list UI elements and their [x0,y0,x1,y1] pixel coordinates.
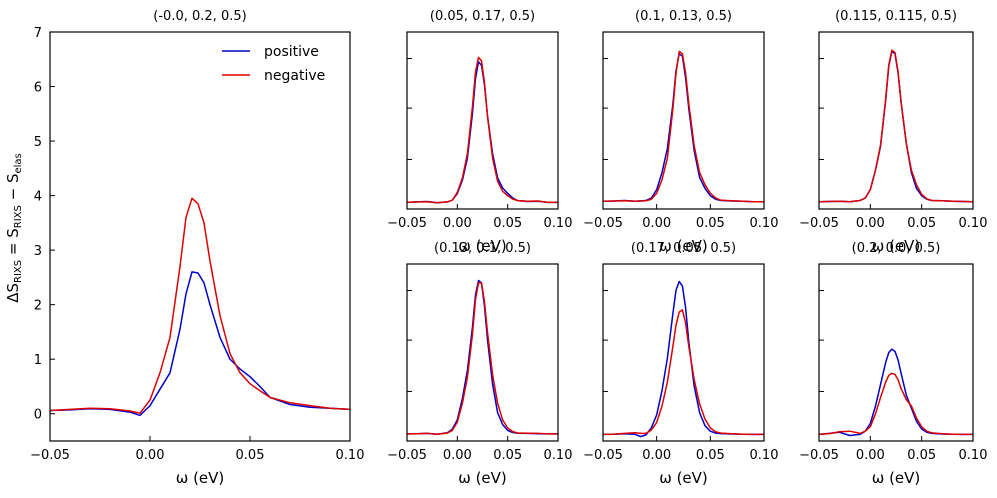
series-line-positive [603,53,764,203]
x-tick-label: −0.05 [30,448,70,463]
x-tick-label: 0.10 [750,448,779,463]
axes-frame [602,263,765,442]
axes-frame [49,31,351,442]
panel-4: (0.115, 0.115, 0.5) −0.05 0.00 0.05 0.10 ω (e… [799,9,987,255]
series-line-positive [603,280,764,438]
panel-7: (0.2, 0.0, 0.5) −0.05 0.00 0.05 0.10 ω (eV) [799,241,987,487]
y-label-sub: RIXS [13,260,24,283]
x-axis-label: ω (eV) [176,469,225,487]
panel-title: (0.13, 0.1, 0.5) [434,241,531,256]
x-tick-label: −0.05 [583,216,623,231]
x-tick-label: 0.10 [750,216,779,231]
panel-6: (0.17, 0.05, 0.5) −0.05 0.00 0.05 0.10 ω (eV) [583,241,778,487]
panel-title: (-0.0, 0.2, 0.5) [153,9,246,24]
x-tick-label: 0.10 [959,216,988,231]
x-tick-label: 0.05 [696,448,725,463]
legend-label-negative: negative [264,68,325,84]
x-tick-label: 0.00 [136,448,165,463]
x-tick-label: 0.00 [856,216,885,231]
x-tick-label: 0.10 [544,216,573,231]
x-tick-label: −0.05 [583,448,623,463]
x-axis-label: ω (eV) [458,469,507,487]
panel-title: (0.1, 0.13, 0.5) [635,9,732,24]
x-axis-label: ω (eV) [458,237,507,255]
series-line-negative [819,372,973,436]
x-tick-label: 0.10 [959,448,988,463]
x-tick-label: 0.00 [443,448,472,463]
series-line-positive [407,61,558,204]
panel-5: (0.13, 0.1, 0.5) −0.05 0.00 0.05 0.10 ω (eV) [387,241,572,487]
series-line-negative [50,197,350,414]
axes-frame [406,31,559,210]
x-tick-label: 0.05 [493,216,522,231]
x-axis-label: ω (eV) [872,469,921,487]
series-line-positive [819,348,973,437]
legend: positive negative [222,44,325,84]
series-line-positive [50,271,350,417]
axes-frame [406,263,559,442]
x-axis-label: ω (eV) [659,237,708,255]
x-tick-label: −0.05 [387,216,427,231]
panel-2: (0.05, 0.17, 0.5) −0.05 0.00 0.05 0.10 ω (eV) [387,9,572,255]
x-tick-label: 0.00 [443,216,472,231]
axes-frame [602,31,765,210]
y-tick-label: 1 [34,353,42,368]
y-label-eq: = S [4,228,22,260]
x-axis-label: ω (eV) [659,469,708,487]
x-axis-label: ω (eV) [872,237,921,255]
series-line-negative [407,56,558,204]
series-line-negative [407,282,558,435]
y-tick-label: 3 [34,244,42,259]
panel-title: (0.05, 0.17, 0.5) [430,9,535,24]
y-tick-label: 4 [34,190,42,205]
panel-title: (0.2, 0.0, 0.5) [852,241,941,256]
panels: (-0.0, 0.2, 0.5) −0.05 0.00 0.05 0.10 ω (eV) 0… [30,9,987,487]
x-tick-label: 0.00 [642,448,671,463]
y-tick-label: 0 [34,408,42,423]
x-tick-label: 0.10 [544,448,573,463]
x-tick-label: 0.00 [642,216,671,231]
series-line-positive [819,50,973,203]
svg-text:ΔSRIXS = SRIXS − Selas: ΔSRIXS = SRIXS − Selas [4,153,24,303]
x-tick-label: 0.05 [493,448,522,463]
panel-title: (0.17, 0.05, 0.5) [631,241,736,256]
panel-1: (-0.0, 0.2, 0.5) −0.05 0.00 0.05 0.10 ω (eV) 0… [30,9,364,487]
y-label-main: ΔS [4,283,22,303]
x-tick-label: 0.00 [856,448,885,463]
x-tick-label: −0.05 [387,448,427,463]
panel-title: (0.115, 0.115, 0.5) [835,9,957,24]
y-tick-label: 7 [34,26,42,41]
y-label-sub3: elas [13,153,24,173]
x-tick-label: 0.05 [907,448,936,463]
panel-3: (0.1, 0.13, 0.5) −0.05 0.00 0.05 0.10 ω (eV) [583,9,778,255]
x-tick-label: 0.05 [236,448,265,463]
x-tick-label: 0.05 [696,216,725,231]
y-tick-label: 5 [34,135,42,150]
axes-frame [818,31,974,210]
x-tick-label: 0.05 [907,216,936,231]
series-line-positive [407,279,558,435]
y-label-sub2: RIXS [13,205,24,228]
axes-frame [818,263,974,442]
legend-label-positive: positive [264,44,319,60]
y-label-minus: − S [4,173,22,205]
y-axis-label: ΔSRIXS = SRIXS − Selas [4,153,24,303]
y-tick-label: 6 [34,81,42,96]
y-tick-label: 2 [34,299,42,314]
series-line-negative [603,309,764,436]
x-tick-label: −0.05 [799,448,839,463]
x-tick-label: 0.10 [336,448,365,463]
series-line-negative [603,50,764,203]
series-line-negative [819,49,973,203]
x-tick-label: −0.05 [799,216,839,231]
